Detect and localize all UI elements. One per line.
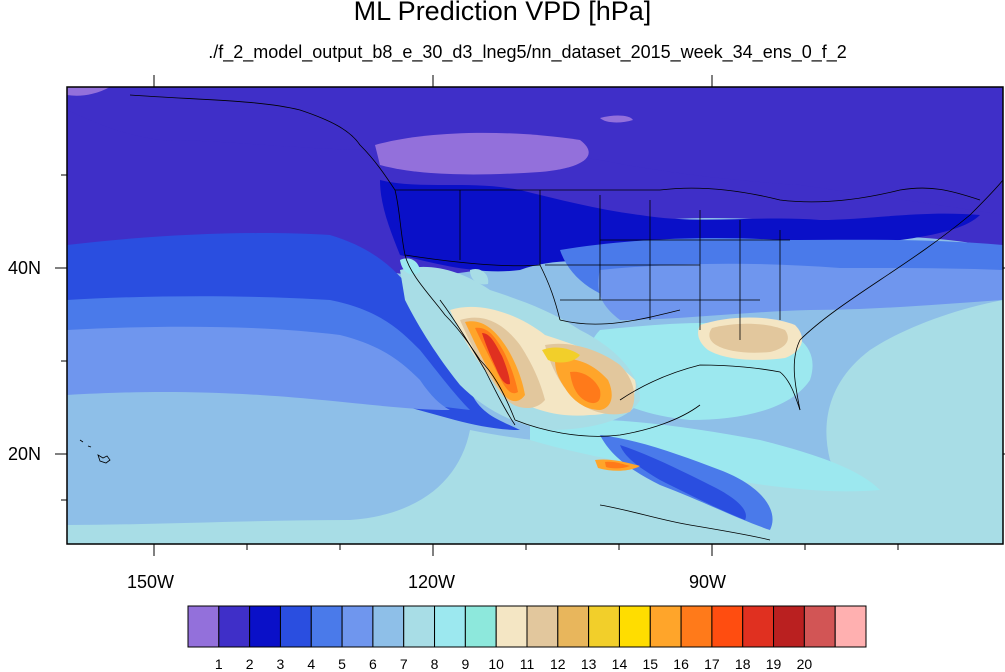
colorbar-swatch <box>187 605 220 648</box>
lat-label-20n: 20N <box>8 444 42 464</box>
lon-label-90w: 90W <box>689 572 727 592</box>
colorbar-swatch <box>218 605 251 648</box>
colorbar-swatch <box>249 605 281 648</box>
colorbar-swatch <box>464 605 497 648</box>
colorbar-tick-label: 19 <box>765 656 782 672</box>
colorbar-swatch <box>557 605 590 648</box>
map-frame <box>66 86 1004 545</box>
colorbar-swatch <box>834 605 867 648</box>
colorbar-tick-label: 13 <box>580 656 597 672</box>
colorbar-tick-label: 14 <box>611 656 628 672</box>
vpd-field <box>67 87 1003 544</box>
colorbar-tick-label: 5 <box>338 656 346 672</box>
lon-label-150w: 150W <box>127 572 175 592</box>
coastlines <box>79 94 1003 541</box>
colorbar-swatch <box>403 605 436 648</box>
colorbar-tick-label: 9 <box>461 656 470 672</box>
lat-label-40n: 40N <box>8 258 42 278</box>
colorbar-swatch <box>773 605 805 648</box>
colorbar-tick-label: 16 <box>673 656 689 672</box>
colorbar-swatch <box>310 605 343 648</box>
colorbar-tick-label: 3 <box>276 656 285 672</box>
colorbar-tick-label: 2 <box>245 656 254 672</box>
colorbar-tick-label: 18 <box>734 656 751 672</box>
colorbar-tick-label: 4 <box>307 656 316 672</box>
colorbar-swatch <box>649 605 682 648</box>
colorbar-swatch <box>372 605 405 648</box>
colorbar-tick-label: 6 <box>369 656 377 672</box>
colorbar-swatch <box>341 605 374 648</box>
colorbar-swatch <box>526 605 559 648</box>
colorbar-tick-label: 11 <box>519 656 535 672</box>
colorbar-tick-label: 17 <box>704 656 720 672</box>
colorbar-tick-label: 7 <box>399 656 408 672</box>
colorbar <box>187 605 867 648</box>
colorbar-swatch <box>742 605 775 648</box>
colorbar-tick-label: 10 <box>488 656 504 672</box>
colorbar-swatch <box>803 605 836 648</box>
colorbar-swatch <box>618 605 651 648</box>
colorbar-swatch <box>588 605 620 648</box>
colorbar-swatch <box>434 605 466 648</box>
map-subtitle: ./f_2_model_output_b8_e_30_d3_lneg5/nn_d… <box>208 42 847 62</box>
axis-ticks <box>55 75 1005 556</box>
colorbar-tick-label: 20 <box>796 656 813 672</box>
colorbar-tick-label: 1 <box>214 656 223 672</box>
colorbar-tick-label: 12 <box>550 656 566 672</box>
colorbar-tick-label: 15 <box>642 656 659 672</box>
colorbar-swatch <box>495 605 528 648</box>
colorbar-swatch <box>680 605 713 648</box>
colorbar-swatch <box>279 605 312 648</box>
colorbar-tick-label: 8 <box>430 656 439 672</box>
map-title: ML Prediction VPD [hPa] <box>353 0 652 26</box>
lon-label-120w: 120W <box>408 572 456 592</box>
colorbar-swatch <box>711 605 744 648</box>
